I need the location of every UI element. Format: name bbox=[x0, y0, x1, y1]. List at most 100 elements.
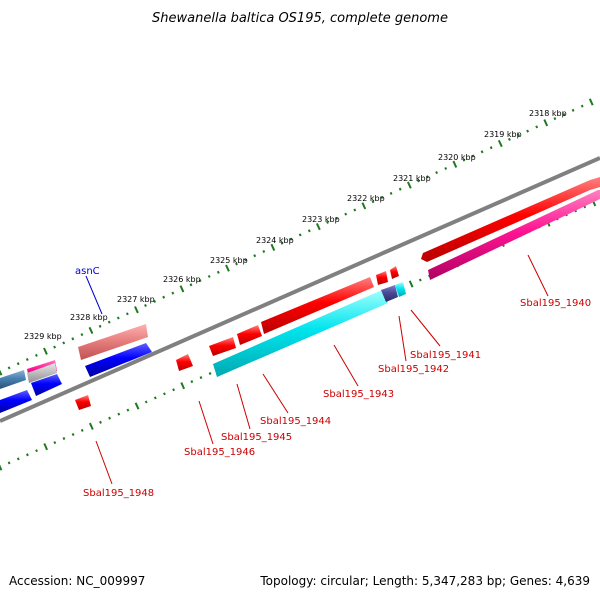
tick-mark bbox=[535, 125, 539, 129]
gene-arrow[interactable] bbox=[381, 285, 398, 302]
gene-arrow[interactable] bbox=[261, 277, 374, 334]
tick-mark bbox=[43, 347, 48, 355]
tick-mark bbox=[489, 146, 493, 150]
tick-mark bbox=[435, 171, 439, 175]
tick-mark bbox=[171, 291, 175, 295]
gene-label-sbal195-1948[interactable]: Sbal195_1948 bbox=[83, 488, 154, 499]
tick-mark bbox=[507, 137, 511, 141]
tick-mark bbox=[380, 195, 384, 200]
tick-mark bbox=[116, 316, 120, 320]
gene-label-sbal195-1946[interactable]: Sbal195_1946 bbox=[184, 447, 255, 458]
tick-mark bbox=[53, 441, 57, 445]
kbp-label: 2328 kbp bbox=[70, 313, 108, 322]
kbp-label: 2322 kbp bbox=[347, 194, 385, 203]
gene-arrow[interactable] bbox=[428, 190, 600, 280]
tick-mark bbox=[71, 337, 75, 341]
forward-strand-genes bbox=[0, 177, 600, 410]
tick-mark bbox=[208, 371, 212, 376]
kbp-labels: 2318 kbp 2319 kbp 2320 kbp 2321 kbp 2322… bbox=[24, 109, 567, 341]
gene-label-sbal195-1942[interactable]: Sbal195_1942 bbox=[378, 364, 449, 375]
leader-line bbox=[85, 275, 103, 315]
tick-mark bbox=[289, 237, 293, 241]
tick-mark bbox=[134, 306, 139, 314]
map-title: Shewanella baltica OS195, complete genom… bbox=[152, 11, 448, 26]
tick-mark bbox=[108, 416, 112, 420]
tick-mark bbox=[471, 154, 475, 158]
tick-mark bbox=[335, 216, 339, 220]
gene-labels: asnC Sbal195_1940 Sbal195_1941 Sbal195_1… bbox=[75, 266, 591, 499]
tick-mark bbox=[163, 392, 166, 396]
tick-mark bbox=[126, 408, 130, 412]
gene-label-sbal195-1940[interactable]: Sbal195_1940 bbox=[520, 298, 591, 309]
tick-mark bbox=[235, 262, 238, 266]
gene-arrow[interactable] bbox=[395, 282, 406, 297]
genome-backbone bbox=[0, 156, 600, 423]
gene-label-sbal195-1941[interactable]: Sbal195_1941 bbox=[410, 350, 481, 361]
tick-mark bbox=[99, 420, 102, 424]
tick-mark bbox=[216, 270, 220, 274]
kbp-label: 2318 kbp bbox=[529, 109, 567, 118]
gene-arrow[interactable] bbox=[237, 325, 262, 345]
tick-mark bbox=[107, 320, 111, 324]
label-leaders bbox=[85, 254, 549, 485]
tick-mark bbox=[43, 443, 49, 451]
gene-arrow[interactable] bbox=[176, 354, 193, 371]
gene-arrow[interactable] bbox=[213, 290, 388, 377]
leader-line bbox=[198, 400, 214, 445]
kbp-label: 2329 kbp bbox=[24, 332, 62, 341]
tick-mark bbox=[207, 274, 211, 278]
tick-mark bbox=[344, 212, 348, 216]
tick-mark bbox=[80, 428, 84, 432]
gene-arrow[interactable] bbox=[27, 363, 57, 383]
kbp-label: 2327 kbp bbox=[117, 295, 155, 304]
gene-arrow[interactable] bbox=[78, 324, 148, 360]
gene-arrow[interactable] bbox=[31, 374, 62, 396]
tick-mark bbox=[0, 369, 3, 376]
tick-mark bbox=[497, 139, 503, 148]
leader-line bbox=[527, 254, 549, 297]
tick-mark bbox=[62, 341, 66, 345]
gene-arrow[interactable] bbox=[209, 337, 236, 356]
tick-mark bbox=[418, 278, 422, 282]
gene-label-sbal195-1943[interactable]: Sbal195_1943 bbox=[323, 389, 394, 400]
tick-mark bbox=[517, 133, 520, 137]
tick-mark bbox=[553, 117, 557, 121]
tick-mark bbox=[426, 175, 429, 179]
leader-line bbox=[236, 383, 251, 430]
upper-tick-track bbox=[0, 98, 594, 376]
tick-mark bbox=[408, 280, 414, 288]
tick-mark bbox=[162, 295, 166, 299]
gene-arrow[interactable] bbox=[376, 271, 388, 285]
gene-arrow[interactable] bbox=[0, 370, 26, 389]
gene-arrow[interactable] bbox=[390, 266, 399, 279]
gene-arrow[interactable] bbox=[85, 343, 152, 377]
tick-mark bbox=[153, 299, 157, 303]
gene-label-asnC[interactable]: asnC bbox=[75, 266, 100, 277]
tick-mark bbox=[326, 220, 329, 224]
gene-label-sbal195-1944[interactable]: Sbal195_1944 bbox=[260, 416, 331, 427]
tick-mark bbox=[80, 333, 84, 337]
tick-mark bbox=[298, 233, 302, 237]
tick-mark bbox=[562, 112, 566, 116]
gene-arrow[interactable] bbox=[421, 177, 600, 262]
gene-label-sbal195-1945[interactable]: Sbal195_1945 bbox=[221, 432, 292, 443]
tick-mark bbox=[444, 166, 448, 170]
tick-mark bbox=[225, 264, 230, 272]
leader-line bbox=[262, 373, 289, 414]
genome-summary-text: Topology: circular; Length: 5,347,283 bp… bbox=[260, 574, 590, 588]
gene-arrow[interactable] bbox=[0, 390, 32, 413]
tick-mark bbox=[526, 129, 530, 133]
kbp-label: 2321 kbp bbox=[393, 174, 431, 183]
tick-mark bbox=[117, 412, 121, 416]
tick-mark bbox=[7, 366, 11, 370]
tick-mark bbox=[416, 179, 420, 183]
tick-mark bbox=[580, 104, 584, 108]
tick-mark bbox=[25, 453, 29, 457]
kbp-label: 2326 kbp bbox=[163, 275, 201, 284]
tick-mark bbox=[34, 353, 38, 357]
gene-arrow[interactable] bbox=[75, 395, 91, 410]
tick-mark bbox=[88, 422, 94, 430]
reverse-strand-genes bbox=[0, 190, 600, 413]
leader-line bbox=[95, 440, 113, 485]
